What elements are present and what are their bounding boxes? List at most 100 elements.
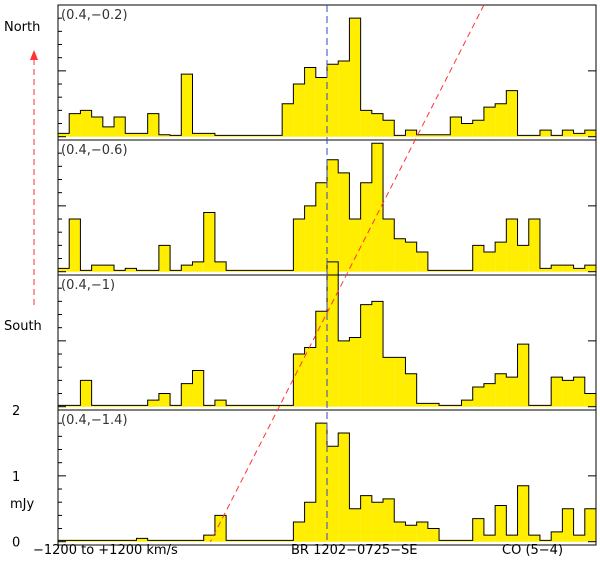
spectrum-bin: [114, 116, 126, 137]
spectrum-bin: [439, 134, 451, 137]
south-label: South: [4, 319, 42, 334]
spectrum-bin: [517, 485, 529, 542]
spectrum-bin: [214, 400, 227, 407]
spectrum-bin: [259, 405, 271, 407]
spectrum-bin: [338, 172, 350, 272]
spectrum-bin: [125, 133, 137, 137]
spectrum-bin: [539, 130, 552, 137]
spectrum-bin: [584, 265, 596, 272]
spectrum-bin: [259, 270, 271, 272]
spectrum-bin: [551, 265, 563, 272]
spectrum-bin: [427, 403, 440, 407]
spectrum-panel-2: (0.4,−0.6): [57, 139, 597, 276]
spectrum-bin: [461, 540, 473, 542]
spectrum-bin: [170, 135, 182, 137]
spectrum-bin: [114, 540, 126, 542]
spectrum-bin: [506, 377, 518, 407]
spectrum-bin: [439, 540, 451, 542]
spectrum-bin: [562, 130, 574, 137]
velocity-gradient-line: [209, 4, 485, 542]
spectrum-bin: [102, 540, 115, 542]
spectrum-bin: [562, 380, 574, 407]
spectrum-bin: [327, 261, 339, 407]
panel-offset-label: (0.4,−1.4): [61, 413, 128, 428]
spectrum-bin: [237, 405, 249, 407]
spectrum-bin: [327, 159, 339, 272]
spectrum-bin: [158, 540, 171, 542]
spectrum-bin: [338, 340, 350, 407]
line-name-label: CO (5−4): [502, 543, 564, 558]
spectrum-bin: [102, 405, 115, 407]
spectrum-bin: [293, 219, 305, 272]
spectrum-bin: [192, 133, 204, 137]
spectrum-bin: [147, 540, 159, 542]
spectrum-bin: [114, 270, 126, 272]
spectrum-bin: [360, 182, 372, 272]
spectrum-bin: [450, 405, 462, 407]
spectrum-bin: [394, 357, 406, 407]
spectrum-bin: [427, 270, 440, 272]
spectrum-bin: [349, 508, 361, 542]
spectrum-bin: [91, 265, 103, 272]
spectrum-bin: [304, 502, 316, 542]
spectrum-bin: [237, 270, 249, 272]
y-tick-label: 2: [12, 404, 20, 419]
spectrum-bin: [338, 433, 350, 542]
spectrum-bin: [304, 67, 316, 137]
spectrum-bin: [315, 423, 327, 542]
y-unit-label: mJy: [10, 497, 35, 512]
spectrum-bin: [506, 219, 518, 272]
spectrum-bin: [405, 242, 417, 272]
spectrum-bin: [416, 134, 428, 137]
spectrum-bin: [584, 508, 596, 542]
spectrum-outline: [57, 142, 597, 272]
spectrum-bin: [416, 403, 428, 407]
spectrum-bin: [427, 528, 440, 542]
spectrum-bin: [69, 540, 81, 542]
spectrum-bin: [472, 386, 484, 407]
spectrum-bin: [270, 270, 283, 272]
spectrum-bin: [304, 205, 316, 272]
spectrum-bin: [461, 270, 473, 272]
spectrum-bin: [383, 357, 395, 407]
spectrum-bin: [158, 245, 171, 272]
spectrum-bin: [315, 182, 327, 272]
spectrum-bin: [237, 135, 249, 137]
spectrum-bin: [517, 344, 529, 407]
y-tick-label: 1: [12, 470, 20, 485]
spectrum-bin: [483, 535, 496, 542]
spectrum-bin: [91, 540, 103, 542]
spectrum-bin: [69, 113, 81, 137]
spectrum-bin: [394, 135, 406, 137]
spectrum-bin: [248, 405, 260, 407]
spectrum-bin: [349, 337, 361, 407]
spectrum-bin: [405, 130, 417, 137]
spectrum-panel-1: (0.4,−0.2): [57, 4, 597, 141]
spectrum-bin: [80, 110, 92, 137]
spectrum-bin: [360, 110, 372, 137]
spectrum-bin: [282, 540, 294, 542]
spectrum-bin: [181, 383, 193, 407]
spectrum-bin: [573, 377, 585, 407]
spectrum-bin: [483, 107, 496, 137]
spectrum-bin: [551, 531, 563, 542]
spectrum-bin: [450, 540, 462, 542]
spectrum-bin: [383, 219, 395, 272]
spectrum-bin: [371, 502, 384, 542]
spectrum-bin: [58, 540, 70, 542]
spectrum-bin: [237, 540, 249, 542]
spectrum-bin: [495, 103, 507, 137]
spectrum-bin: [170, 540, 182, 542]
spectrum-bin: [472, 245, 484, 272]
spectrum-bin: [349, 219, 361, 272]
spectrum-bin: [327, 446, 339, 542]
spectrum-bin: [450, 270, 462, 272]
spectrum-bin: [584, 130, 596, 137]
spectrum-bin: [539, 268, 552, 272]
spectrum-bin: [495, 242, 507, 272]
spectrum-bin: [69, 219, 81, 272]
spectrum-bin: [181, 74, 193, 137]
spectrum-bin: [270, 405, 283, 407]
spectrum-bin: [80, 380, 92, 407]
spectrum-bin: [136, 405, 148, 407]
